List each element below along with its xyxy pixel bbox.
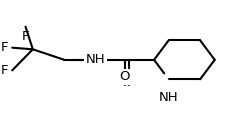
Text: NH: NH — [158, 91, 178, 104]
Text: NH: NH — [86, 53, 105, 66]
Text: F: F — [22, 30, 29, 43]
Text: F: F — [0, 41, 8, 54]
Text: F: F — [0, 64, 8, 77]
Text: O: O — [119, 70, 130, 83]
